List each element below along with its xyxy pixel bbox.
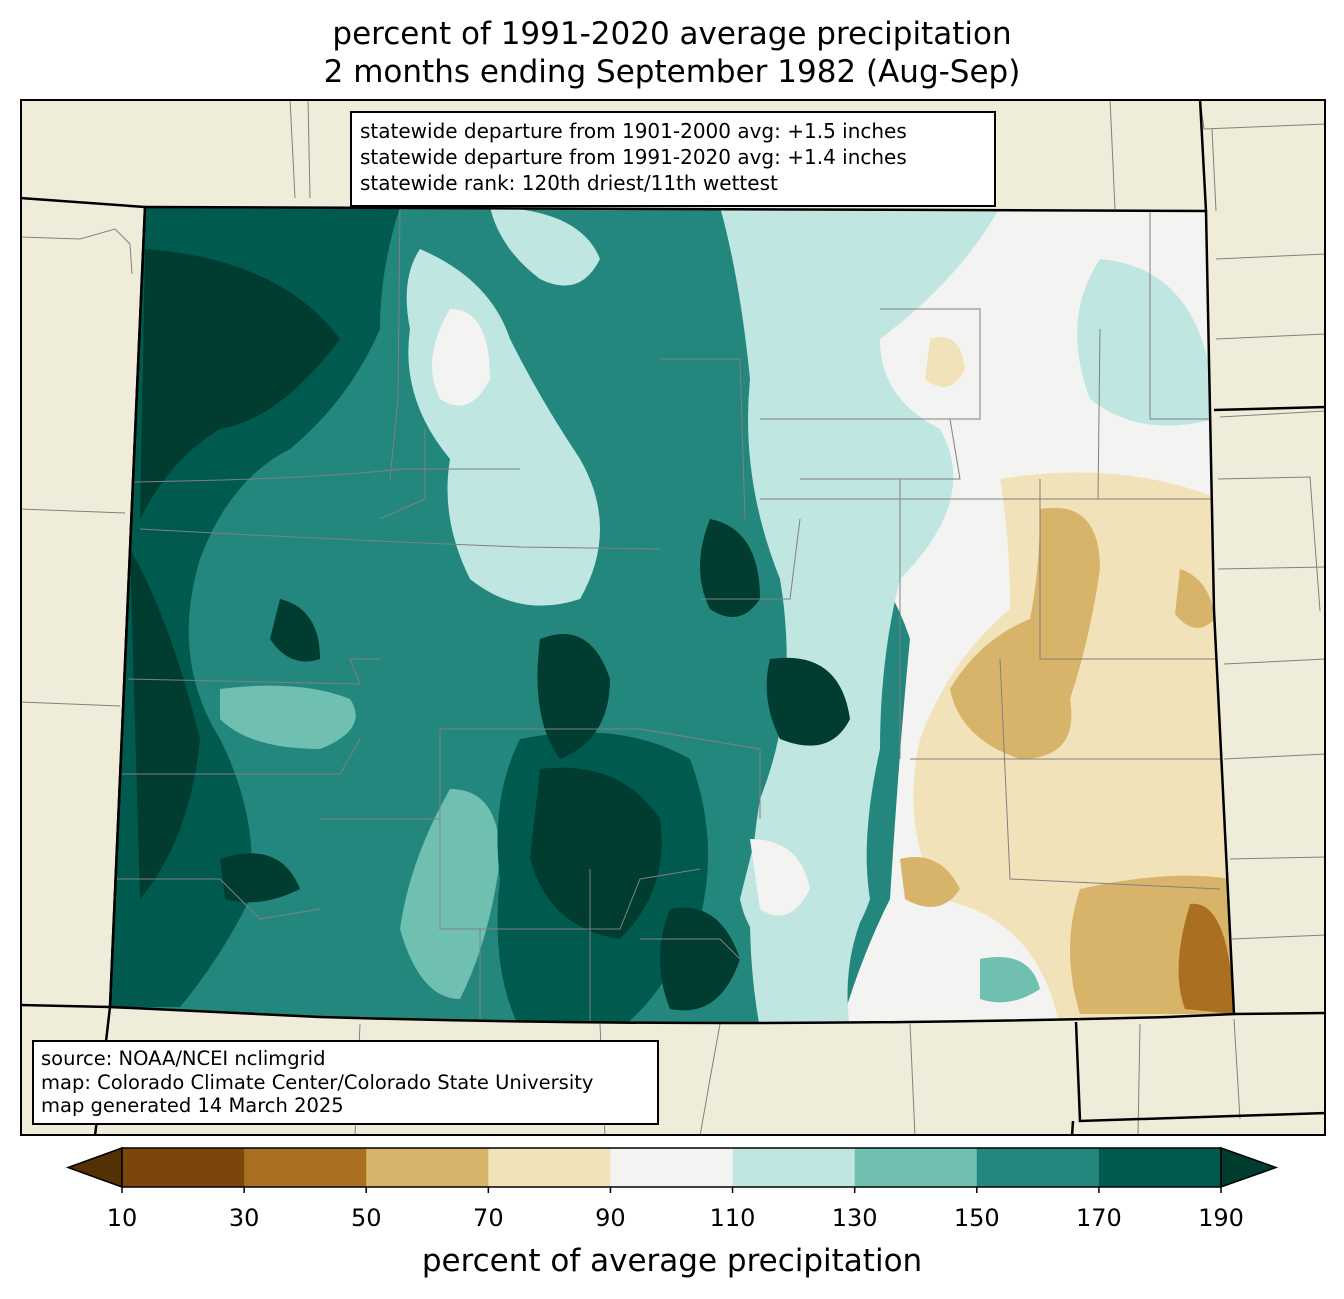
colorbar-bin bbox=[854, 1148, 978, 1187]
colorbar-tick-label: 190 bbox=[1198, 1204, 1244, 1232]
colorbar-bin bbox=[122, 1148, 245, 1187]
credits-line-1: source: NOAA/NCEI nclimgrid bbox=[41, 1047, 326, 1070]
map-title-line1: percent of 1991-2020 average precipitati… bbox=[332, 16, 1012, 52]
colorbar-bin bbox=[244, 1148, 367, 1187]
colorbar-frame bbox=[121, 1147, 1222, 1188]
credits-box: source: NOAA/NCEI nclimgrid map: Colorad… bbox=[32, 1040, 659, 1125]
colorbar-tick-label: 150 bbox=[953, 1204, 1000, 1232]
credits-line-2: map: Colorado Climate Center/Colorado St… bbox=[41, 1070, 594, 1094]
stats-line-3: statewide rank: 120th driest/11th wettes… bbox=[360, 171, 778, 195]
colorbar-bin bbox=[732, 1148, 856, 1187]
colorado-border bbox=[108, 205, 1236, 1025]
stats-line-2: statewide departure from 1991-2020 avg: … bbox=[360, 145, 907, 169]
colorbar-tick-label: 90 bbox=[595, 1204, 626, 1232]
colorbar-tick-label: 10 bbox=[106, 1204, 138, 1232]
map-frame bbox=[20, 99, 1326, 1136]
colorbar-tick-label: 70 bbox=[473, 1204, 504, 1232]
colorbar-under-arrow bbox=[65, 1146, 123, 1189]
colorbar-tick-label: 130 bbox=[831, 1204, 878, 1232]
statewide-stats-box: statewide departure from 1901-2000 avg: … bbox=[350, 111, 996, 207]
map-title-line2: 2 months ending September 1982 (Aug-Sep) bbox=[323, 54, 1021, 90]
colorbar-tick-label: 50 bbox=[350, 1204, 382, 1232]
colorbar-tick-label: 30 bbox=[228, 1204, 260, 1232]
colorbar-bin bbox=[610, 1148, 734, 1187]
precipitation-map bbox=[20, 99, 1326, 1136]
colorbar-bin bbox=[488, 1148, 611, 1187]
colorbar-bin bbox=[366, 1148, 489, 1187]
colorbar-tick-label: 110 bbox=[709, 1204, 756, 1232]
colorbar-over-arrow bbox=[1220, 1146, 1279, 1189]
credits-line-3: map generated 14 March 2025 bbox=[41, 1094, 344, 1117]
colorbar-tick-label: 170 bbox=[1075, 1204, 1122, 1232]
colorbar-label: percent of average precipitation bbox=[421, 1243, 923, 1279]
stats-line-1: statewide departure from 1901-2000 avg: … bbox=[360, 119, 907, 143]
colorbar-bin bbox=[1098, 1148, 1222, 1187]
colorbar bbox=[65, 1146, 1279, 1193]
county-lines bbox=[110, 207, 1221, 1023]
colorbar-bin bbox=[976, 1148, 1100, 1187]
precipitation-field bbox=[110, 207, 1234, 1023]
